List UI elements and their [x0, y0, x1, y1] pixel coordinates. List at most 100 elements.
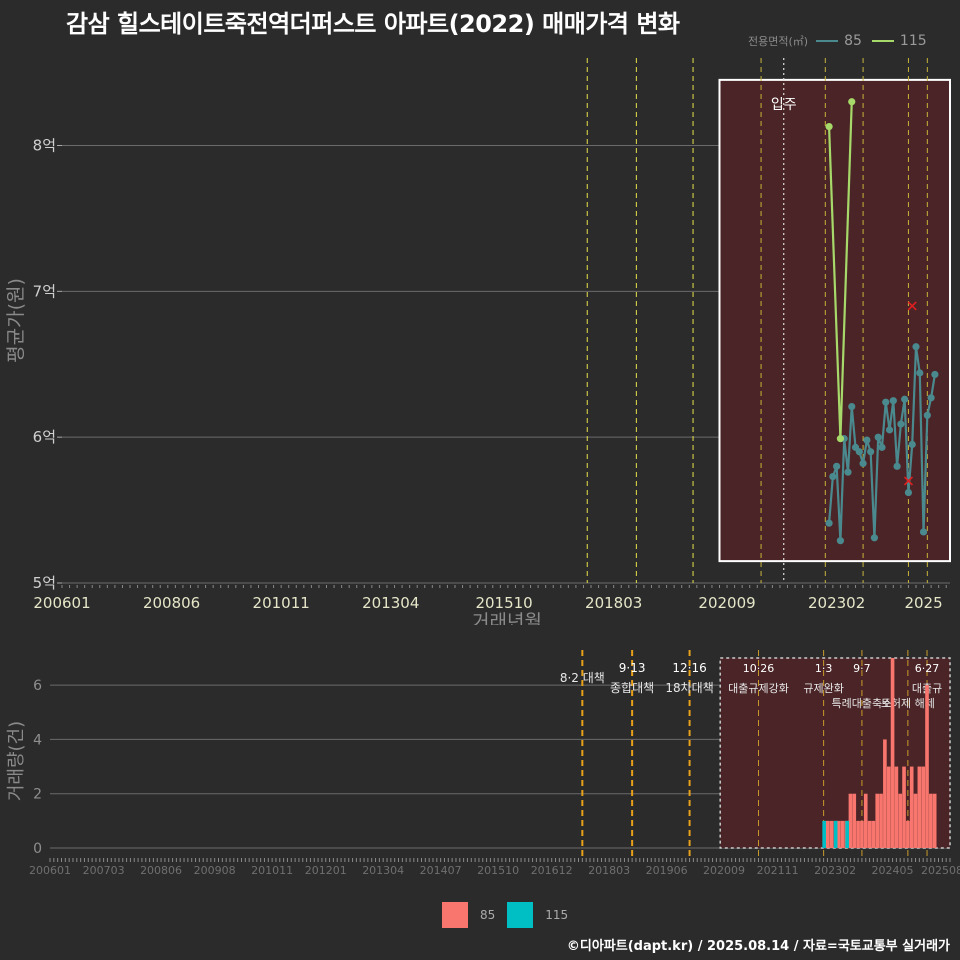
- volume-x-tick-label: 200908: [194, 864, 236, 877]
- price-x-tick-label: 202302: [808, 594, 865, 612]
- area-legend-title: 전용면적(㎡): [748, 35, 809, 48]
- data-point-85: [889, 397, 897, 405]
- volume-y-tick-label: 4: [33, 732, 42, 748]
- data-point-85: [874, 433, 882, 441]
- volume-bar-85: [917, 766, 922, 848]
- legend-swatch-85: [816, 40, 839, 42]
- data-point-85: [931, 370, 939, 379]
- volume-y-tick-label: 2: [33, 787, 42, 803]
- volume-bar-85: [879, 793, 883, 848]
- data-point-85: [855, 448, 863, 456]
- volume-bar-85: [875, 793, 880, 848]
- volume-y-tick-label: 6: [33, 678, 42, 694]
- volume-x-tick-label: 201011: [251, 864, 293, 877]
- price-x-tick-label: 201510: [475, 594, 532, 612]
- volume-bar-85: [883, 739, 887, 848]
- price-y-tick-label: 5억: [33, 574, 56, 592]
- volume-x-tick-label: 200601: [29, 864, 71, 877]
- policy-date-label: 12·16: [672, 661, 706, 675]
- volume-x-tick-label: 201612: [531, 864, 573, 877]
- volume-bar-85: [929, 793, 933, 848]
- volume-chart: 0 2 4 6 거래량(건) 8·2 대책 9·13 종합대책 12·16 18차대책 10·26 대…: [6, 650, 960, 877]
- policy-date-label: 6·27: [915, 662, 940, 675]
- volume-legend-label-115: 115: [545, 908, 569, 922]
- policy-label: 8·2 대책: [560, 670, 605, 685]
- data-point-85: [901, 395, 909, 403]
- data-point-85: [878, 443, 886, 451]
- price-y-tick-label: 7억: [33, 282, 56, 300]
- price-x-tick-label: 200806: [143, 594, 200, 612]
- price-x-tick-label: 200601: [33, 594, 90, 612]
- volume-x-tick-label: 202405: [872, 864, 914, 877]
- volume-y-tick-label: 0: [33, 841, 42, 857]
- legend-swatch-115: [871, 40, 894, 42]
- data-point-85: [844, 468, 852, 476]
- move-in-label: 입주: [771, 97, 797, 113]
- data-point-85: [916, 369, 924, 377]
- data-point-85: [893, 462, 901, 470]
- volume-x-tick-label: 202111: [757, 864, 799, 877]
- data-point-85: [863, 436, 871, 444]
- volume-legend: 85 115: [442, 902, 580, 928]
- data-point-85: [904, 488, 913, 497]
- volume-bar-85: [852, 793, 857, 848]
- area-legend: 전용면적(㎡) 85 115: [748, 30, 937, 52]
- volume-bar-85: [840, 820, 845, 848]
- data-point-85: [870, 534, 879, 542]
- volume-bar-85: [848, 793, 853, 848]
- data-point-85: [919, 528, 928, 536]
- price-x-tick-label: 201803: [585, 594, 642, 612]
- volume-x-tick-label: 201201: [305, 864, 347, 877]
- volume-bar-85: [867, 820, 872, 848]
- price-y-axis-title: 평균가(원): [5, 278, 27, 363]
- data-point-85: [908, 440, 916, 449]
- volume-bar-85: [909, 766, 914, 848]
- volume-bar-85: [825, 820, 830, 848]
- price-x-axis-title: 거래년월: [472, 611, 542, 625]
- data-point-85: [923, 411, 931, 419]
- data-point-85: [833, 462, 841, 470]
- volume-x-tick-label: 200806: [140, 864, 182, 877]
- volume-bar-85: [863, 793, 868, 848]
- data-point-115: [825, 122, 833, 131]
- data-point-85: [825, 519, 833, 527]
- volume-bar-85: [932, 793, 937, 848]
- data-point-85: [927, 394, 935, 402]
- policy-label: 대출규제강화: [728, 682, 789, 695]
- data-point-85: [885, 426, 894, 434]
- volume-bar-85: [890, 658, 895, 848]
- volume-bar-85: [860, 820, 864, 848]
- volume-bar-85: [871, 820, 876, 848]
- volume-x-tick-label: 200703: [83, 864, 125, 877]
- price-x-tick-label: 201304: [362, 594, 419, 612]
- volume-x-tick-label: 201906: [646, 864, 688, 877]
- data-point-85: [836, 537, 845, 545]
- volume-bar-85: [837, 820, 841, 848]
- volume-x-tick-label: 202302: [814, 864, 856, 877]
- volume-bar-85: [894, 766, 899, 848]
- data-point-85: [859, 459, 867, 468]
- data-point-115: [836, 435, 845, 443]
- volume-bar-85: [906, 820, 910, 848]
- data-point-85: [848, 402, 856, 411]
- data-point-85: [867, 448, 875, 456]
- data-point-85: [882, 398, 890, 406]
- policy-date-label: 9·13: [619, 661, 646, 675]
- price-y-tick-label: 6억: [33, 428, 56, 446]
- volume-legend-label-85: 85: [480, 908, 496, 922]
- policy-label: 18차대책: [665, 680, 713, 695]
- volume-legend-swatch-85: [442, 902, 468, 928]
- volume-bar-85: [829, 820, 834, 848]
- price-x-tick-label: 201011: [253, 594, 310, 612]
- volume-x-tick-label: 201304: [362, 864, 404, 877]
- volume-x-tick-label: 202508: [921, 864, 960, 877]
- volume-legend-swatch-115: [507, 902, 534, 928]
- price-x-tick-label: 2025: [904, 594, 942, 612]
- volume-bar-85: [913, 793, 918, 848]
- policy-label: 규제완화: [803, 682, 843, 695]
- volume-bar-115: [822, 820, 826, 848]
- chart-title: 감삼 힐스테이트죽전역더퍼스트 아파트(2022) 매매가격 변화: [66, 10, 680, 38]
- legend-label-115: 115: [899, 33, 927, 49]
- credit-text: ©디아파트(dapt.kr) / 2025.08.14 / 자료=국토교통부 실…: [566, 939, 950, 954]
